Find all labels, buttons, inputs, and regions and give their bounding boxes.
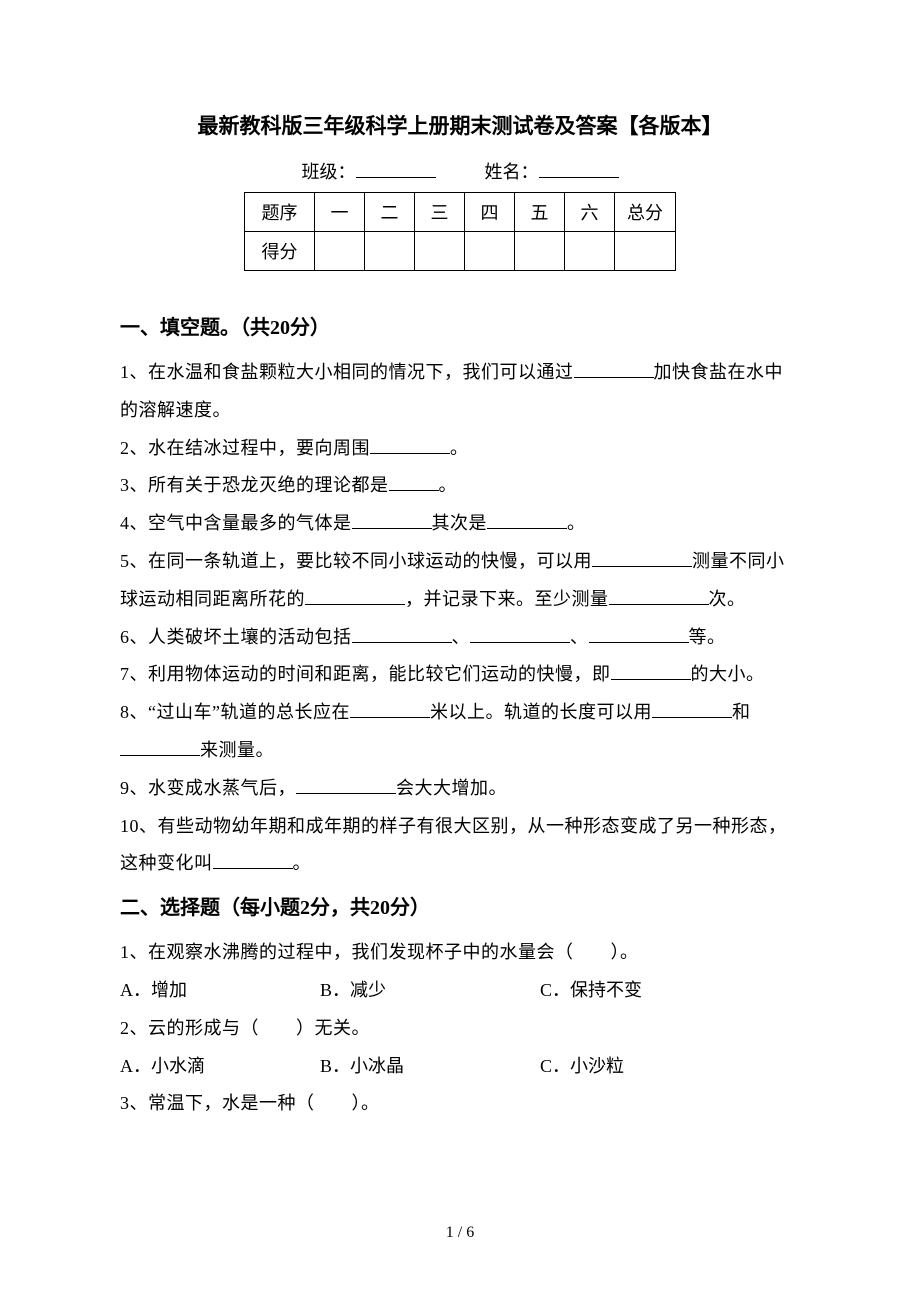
- q-text: 3、所有关于恐龙灭绝的理论都是: [120, 475, 389, 495]
- question-1-6: 6、人类破坏土壤的活动包括 、 、 等。: [120, 619, 800, 657]
- q-text: 4、空气中含量最多的气体是: [120, 513, 352, 533]
- choices-2-1: A．增加 B．减少 C．保持不变: [120, 972, 800, 1010]
- question-1-8: 8、“过山车”轨道的总长应在 米以上。轨道的长度可以用 和来测量。: [120, 694, 800, 770]
- q-text: 会大大增加。: [396, 778, 507, 798]
- header-cell: 四: [465, 193, 515, 232]
- score-cell[interactable]: [315, 232, 365, 271]
- score-label-cell: 得分: [245, 232, 315, 271]
- class-blank[interactable]: [356, 160, 436, 178]
- score-cell[interactable]: [415, 232, 465, 271]
- header-cell: 五: [515, 193, 565, 232]
- header-cell: 总分: [615, 193, 676, 232]
- fill-blank[interactable]: [592, 549, 692, 567]
- fill-blank[interactable]: [652, 700, 732, 718]
- fill-blank[interactable]: [350, 700, 430, 718]
- score-cell[interactable]: [515, 232, 565, 271]
- q-text: 6、人类破坏土壤的活动包括: [120, 627, 352, 647]
- question-2-2: 2、云的形成与（ ）无关。: [120, 1010, 800, 1048]
- fill-blank[interactable]: [487, 511, 567, 529]
- score-table: 题序 一 二 三 四 五 六 总分 得分: [244, 192, 676, 271]
- q-text: 5、在同一条轨道上，要比较不同小球运动的快慢，可以用: [120, 551, 592, 571]
- score-table-header-row: 题序 一 二 三 四 五 六 总分: [245, 193, 676, 232]
- header-cell: 一: [315, 193, 365, 232]
- question-1-9: 9、水变成水蒸气后， 会大大增加。: [120, 770, 800, 808]
- fill-blank[interactable]: [213, 851, 293, 869]
- fill-blank[interactable]: [352, 625, 452, 643]
- fill-blank[interactable]: [352, 511, 432, 529]
- choice-b[interactable]: B．减少: [320, 972, 540, 1010]
- score-cell[interactable]: [465, 232, 515, 271]
- name-blank[interactable]: [539, 160, 619, 178]
- question-1-4: 4、空气中含量最多的气体是 其次是 。: [120, 505, 800, 543]
- document-title: 最新教科版三年级科学上册期末测试卷及答案【各版本】: [120, 110, 800, 140]
- question-1-1: 1、在水温和食盐颗粒大小相同的情况下，我们可以通过加快食盐在水中的溶解速度。: [120, 354, 800, 430]
- choices-2-2: A．小水滴 B．小冰晶 C．小沙粒: [120, 1048, 800, 1086]
- q-text: 。: [567, 513, 586, 533]
- q-text: 。: [450, 438, 469, 458]
- q-text: 米以上。轨道的长度可以用: [430, 702, 652, 722]
- fill-blank[interactable]: [470, 625, 570, 643]
- fill-blank[interactable]: [389, 473, 439, 491]
- q-text: 2、水在结冰过程中，要向周围: [120, 438, 370, 458]
- question-2-3: 3、常温下，水是一种（ ）。: [120, 1085, 800, 1123]
- question-1-5: 5、在同一条轨道上，要比较不同小球运动的快慢，可以用测量不同小球运动相同距离所花…: [120, 543, 800, 619]
- question-1-2: 2、水在结冰过程中，要向周围 。: [120, 430, 800, 468]
- q-text: 等。: [689, 627, 726, 647]
- score-cell[interactable]: [615, 232, 676, 271]
- header-cell: 六: [565, 193, 615, 232]
- question-1-10: 10、有些动物幼年期和成年期的样子有很大区别，从一种形态变成了另一种形态，这种变…: [120, 808, 800, 884]
- score-table-score-row: 得分: [245, 232, 676, 271]
- fill-blank[interactable]: [611, 662, 691, 680]
- q-text: 来测量。: [200, 740, 274, 760]
- fill-blank[interactable]: [370, 436, 450, 454]
- question-1-7: 7、利用物体运动的时间和距离，能比较它们运动的快慢，即 的大小。: [120, 656, 800, 694]
- fill-blank[interactable]: [574, 360, 654, 378]
- question-2-1: 1、在观察水沸腾的过程中，我们发现杯子中的水量会（ ）。: [120, 934, 800, 972]
- header-cell: 三: [415, 193, 465, 232]
- choice-a[interactable]: A．小水滴: [120, 1048, 320, 1086]
- q-text: 8、“过山车”轨道的总长应在: [120, 702, 350, 722]
- score-cell[interactable]: [365, 232, 415, 271]
- name-label: 姓名：: [485, 162, 539, 182]
- q-text: 。: [439, 475, 458, 495]
- class-label: 班级：: [302, 162, 356, 182]
- fill-blank[interactable]: [296, 776, 396, 794]
- question-1-3: 3、所有关于恐龙灭绝的理论都是 。: [120, 467, 800, 505]
- q-text: 1、在水温和食盐颗粒大小相同的情况下，我们可以通过: [120, 362, 574, 382]
- q-text: 。: [293, 853, 312, 873]
- choice-c[interactable]: C．保持不变: [540, 972, 800, 1010]
- page-number: 1 / 6: [0, 1224, 920, 1242]
- q-text: 的大小。: [691, 664, 765, 684]
- choice-b[interactable]: B．小冰晶: [320, 1048, 540, 1086]
- q-text: 其次是: [432, 513, 488, 533]
- fill-blank[interactable]: [609, 587, 709, 605]
- fill-blank[interactable]: [120, 738, 200, 756]
- fill-blank[interactable]: [305, 587, 405, 605]
- score-cell[interactable]: [565, 232, 615, 271]
- student-info-line: 班级： 姓名：: [120, 158, 800, 184]
- q-text: 、: [452, 627, 471, 647]
- q-text: 9、水变成水蒸气后，: [120, 778, 296, 798]
- q-text: 和: [732, 702, 751, 722]
- fill-blank[interactable]: [589, 625, 689, 643]
- section-1-heading: 一、填空题。（共20分）: [120, 311, 800, 340]
- header-cell: 题序: [245, 193, 315, 232]
- choice-c[interactable]: C．小沙粒: [540, 1048, 800, 1086]
- section-2-heading: 二、选择题（每小题2分，共20分）: [120, 891, 800, 920]
- choice-a[interactable]: A．增加: [120, 972, 320, 1010]
- q-text: 、: [570, 627, 589, 647]
- q-text: 次。: [709, 589, 746, 609]
- q-text: ，并记录下来。至少测量: [405, 589, 609, 609]
- header-cell: 二: [365, 193, 415, 232]
- q-text: 7、利用物体运动的时间和距离，能比较它们运动的快慢，即: [120, 664, 611, 684]
